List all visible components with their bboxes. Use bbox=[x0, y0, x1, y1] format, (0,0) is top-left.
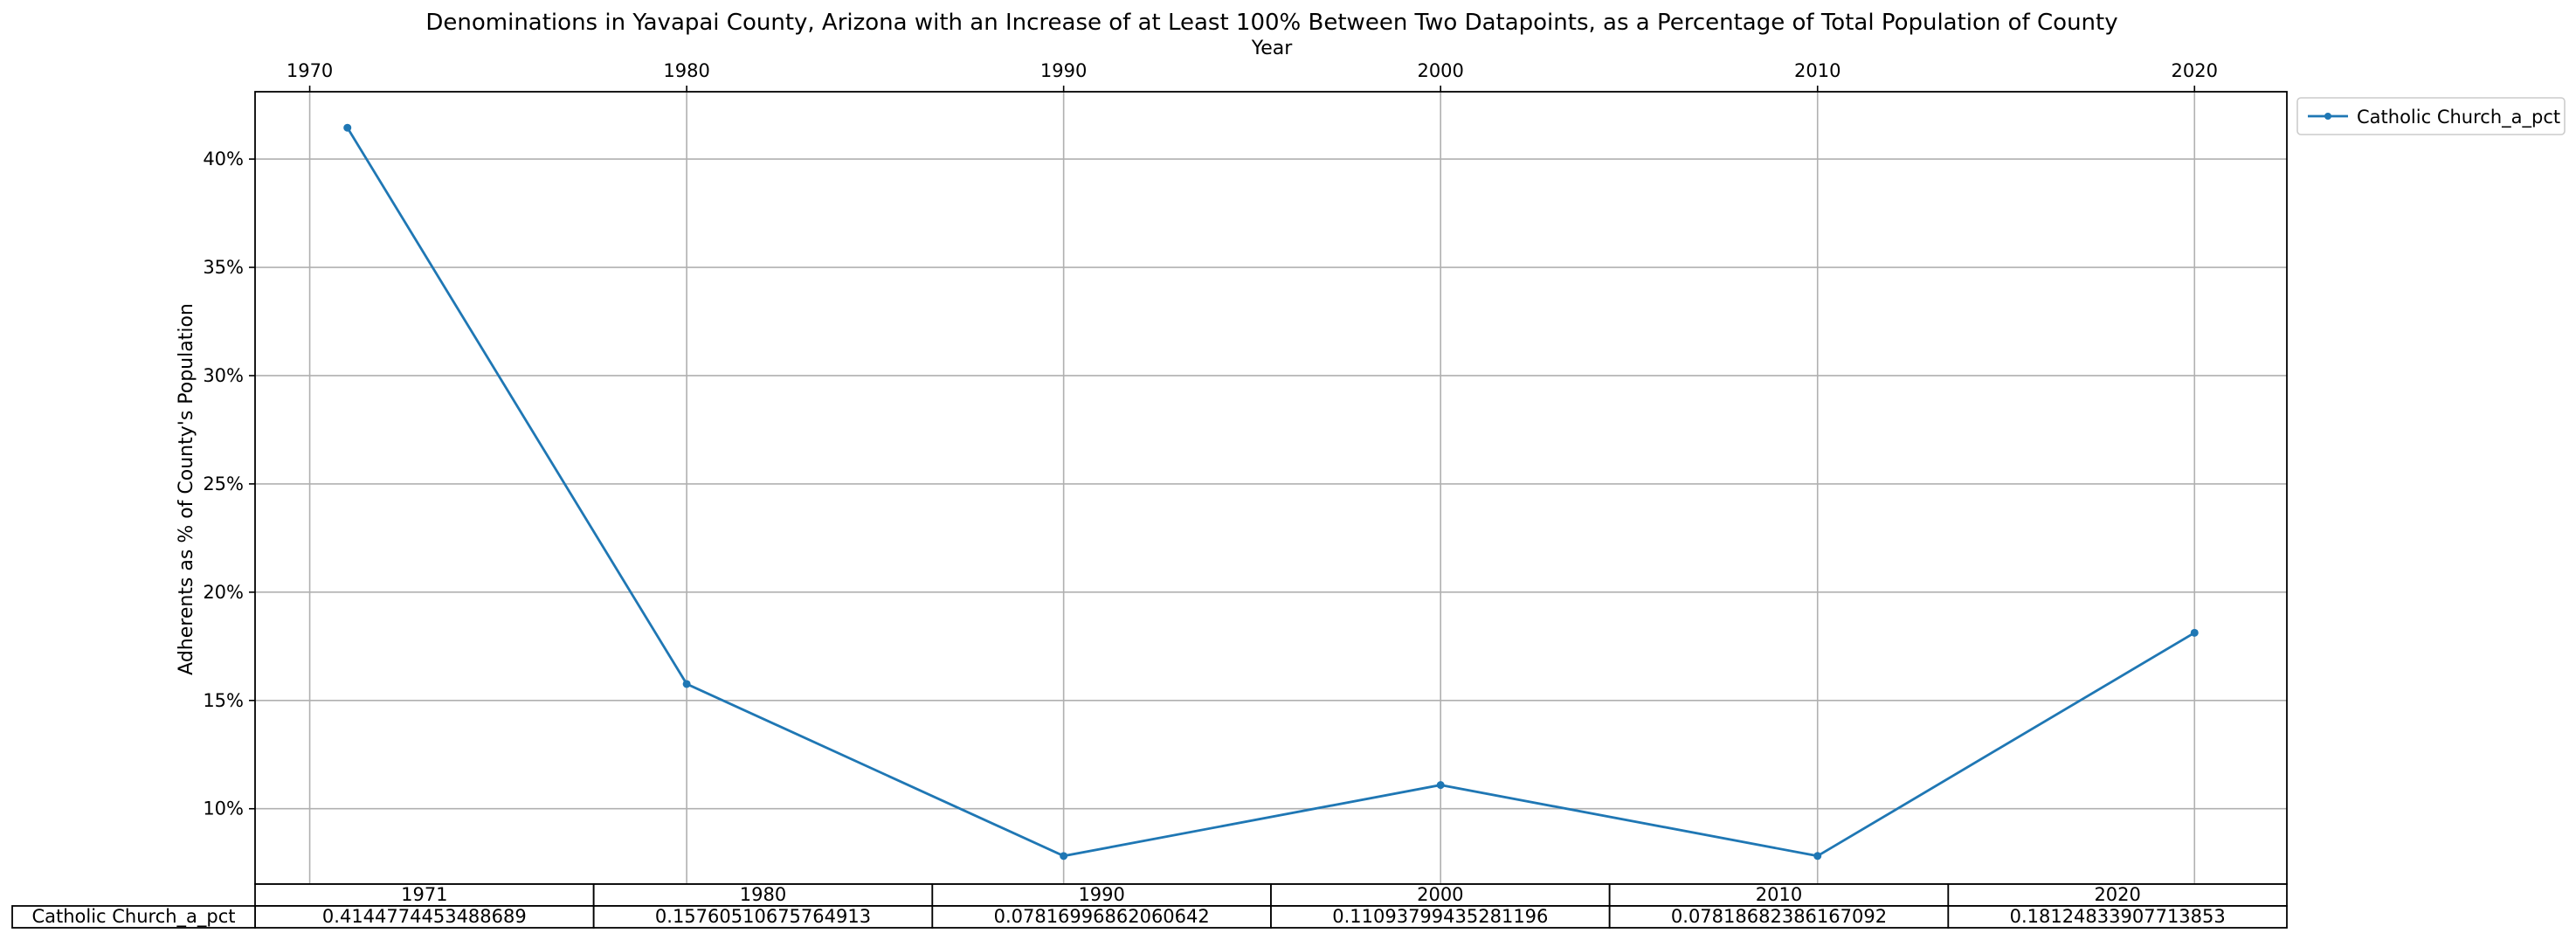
x-tick-label: 2010 bbox=[1794, 60, 1840, 81]
grid-lines bbox=[255, 92, 2287, 884]
table-header-cell bbox=[254, 883, 595, 907]
table-header-label: 2010 bbox=[1756, 884, 1802, 905]
chart-title: Denominations in Yavapai County, Arizona… bbox=[425, 10, 2117, 36]
y-tick-label: 35% bbox=[203, 257, 244, 278]
data-point bbox=[1813, 852, 1822, 861]
y-axis-label: Adherents as % of County's Population bbox=[176, 303, 197, 675]
table-header-label: 2000 bbox=[1417, 884, 1463, 905]
table-header-label: 1990 bbox=[1078, 884, 1124, 905]
y-tick-label: 40% bbox=[203, 149, 244, 169]
table-data-cell bbox=[1608, 905, 1950, 929]
x-axis-label: Year bbox=[1251, 38, 1294, 59]
x-tick-label: 2000 bbox=[1417, 60, 1463, 81]
y-axis-ticks: 10% 15% 20% 25% 30% 35% 40% bbox=[203, 149, 255, 819]
legend: Catholic Church_a_pct bbox=[2296, 97, 2566, 135]
table-data-cell bbox=[592, 905, 934, 929]
y-tick-label: 15% bbox=[203, 690, 244, 711]
legend-box bbox=[2296, 97, 2566, 135]
table-data-value: 0.4144774453488689 bbox=[322, 906, 527, 927]
x-tick-label: 1980 bbox=[663, 60, 709, 81]
table-header-cell bbox=[1947, 883, 2288, 907]
series-plot bbox=[343, 123, 2199, 861]
legend-marker-swatch bbox=[2324, 113, 2331, 120]
data-point bbox=[1060, 852, 1068, 861]
table-header-label: 1980 bbox=[740, 884, 786, 905]
table-row-label-cell bbox=[11, 905, 256, 929]
table-header-label: 2020 bbox=[2094, 884, 2140, 905]
data-point bbox=[682, 680, 691, 688]
table-data-cell bbox=[1947, 905, 2288, 929]
data-point bbox=[2190, 628, 2199, 637]
series-line-Catholic Church_a_pct bbox=[346, 127, 2196, 858]
table-row-label: Catholic Church_a_pct bbox=[31, 906, 235, 928]
y-tick-label: 30% bbox=[203, 365, 244, 386]
table-data-value: 0.11093799435281196 bbox=[1332, 906, 1548, 927]
table-data-value: 0.18124833907713853 bbox=[2010, 906, 2226, 927]
x-tick-label: 1970 bbox=[287, 60, 333, 81]
table-data-value: 0.07818682386167092 bbox=[1671, 906, 1887, 927]
data-point bbox=[343, 123, 352, 132]
table-data-cell bbox=[1270, 905, 1611, 929]
legend-label: Catholic Church_a_pct bbox=[2357, 107, 2560, 128]
x-tick-label: 2020 bbox=[2172, 60, 2218, 81]
y-tick-label: 10% bbox=[203, 798, 244, 819]
table-data-value: 0.15760510675764913 bbox=[655, 906, 871, 927]
data-point bbox=[1436, 781, 1445, 790]
y-tick-label: 20% bbox=[203, 582, 244, 603]
x-tick-label: 1990 bbox=[1040, 60, 1087, 81]
table-header-label: 1971 bbox=[401, 884, 447, 905]
table-data-value: 0.07816996862060642 bbox=[994, 906, 1210, 927]
y-tick-label: 25% bbox=[203, 473, 244, 494]
x-axis-ticks: 1970 1980 1990 2000 2010 2020 bbox=[287, 60, 2218, 92]
